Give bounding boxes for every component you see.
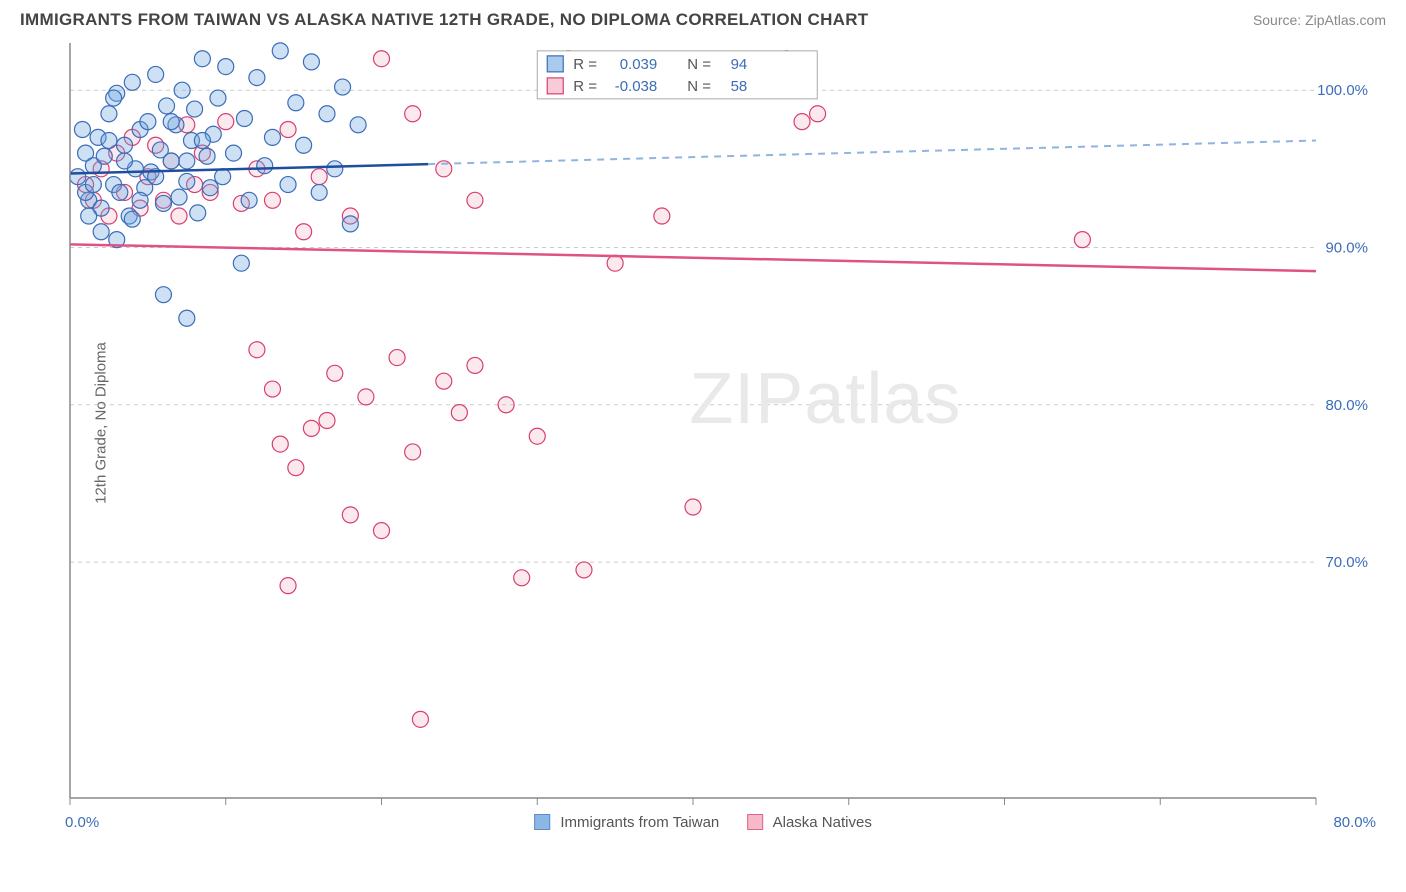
legend-label-b: Alaska Natives: [773, 814, 872, 831]
svg-text:94: 94: [731, 56, 748, 73]
legend-item-b: Alaska Natives: [747, 814, 872, 831]
svg-text:70.0%: 70.0%: [1325, 554, 1368, 571]
x-max-label: 80.0%: [1333, 814, 1376, 831]
scatter-plot: 70.0% 80.0% 90.0% 100.0% ZIPatlas R = 0.039 N =…: [65, 38, 1376, 808]
legend-swatch-a: [534, 814, 550, 830]
x-axis-bar: 0.0% Immigrants from Taiwan Alaska Nativ…: [0, 808, 1406, 831]
y-axis-label: 12th Grade, No Diploma: [92, 342, 109, 504]
svg-text:-0.038: -0.038: [615, 78, 658, 95]
legend-swatch-b: [747, 814, 763, 830]
source-label: Source: ZipAtlas.com: [1253, 12, 1386, 28]
svg-text:80.0%: 80.0%: [1325, 397, 1368, 414]
chart-area: 12th Grade, No Diploma 70.0% 80.0% 90.0% 10…: [65, 38, 1376, 808]
bottom-legend: Immigrants from Taiwan Alaska Natives: [534, 814, 872, 831]
svg-text:100.0%: 100.0%: [1317, 82, 1368, 99]
legend-item-a: Immigrants from Taiwan: [534, 814, 719, 831]
svg-text:0.039: 0.039: [620, 56, 658, 73]
svg-text:90.0%: 90.0%: [1325, 239, 1368, 256]
chart-title: IMMIGRANTS FROM TAIWAN VS ALASKA NATIVE …: [20, 10, 868, 30]
svg-text:R =: R =: [573, 78, 597, 95]
svg-text:ZIPatlas: ZIPatlas: [689, 359, 961, 439]
svg-text:58: 58: [731, 78, 748, 95]
legend-label-a: Immigrants from Taiwan: [560, 814, 719, 831]
svg-text:N =: N =: [687, 56, 711, 73]
svg-text:R =: R =: [573, 56, 597, 73]
x-min-label: 0.0%: [65, 814, 99, 831]
svg-text:N =: N =: [687, 78, 711, 95]
